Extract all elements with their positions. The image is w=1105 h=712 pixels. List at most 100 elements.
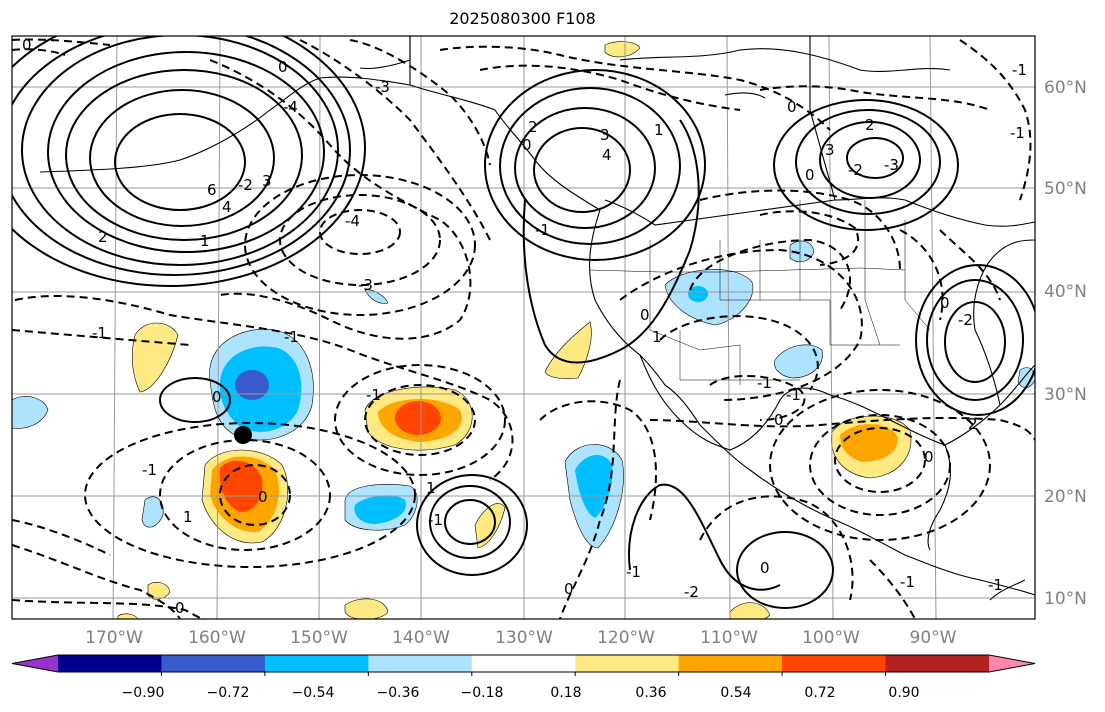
colorbar-cell [678,655,783,672]
contour-label: -1 [428,511,443,529]
contour-label: 1 [200,232,210,250]
lon-label: 100°W [802,628,860,648]
contour-label: 2 [865,116,875,134]
contour-ring [65,69,303,241]
colorbar-cell [264,655,369,672]
contour-line [699,495,854,601]
colorbar-tick-label: 0.72 [804,685,835,701]
shade-positive [117,613,139,619]
colorbar-cell [58,655,162,672]
contour-ring [47,51,325,253]
contour-ring [514,107,656,229]
contour-label: 0 [22,36,32,54]
contour-label: 0 [258,488,268,506]
shade-positive [131,322,179,393]
contour-ring [795,109,941,215]
lat-label: 40°N [1044,282,1087,302]
storm-center-marker [234,426,252,444]
contour-line [689,238,851,311]
contour-ring [499,87,681,245]
colorbar-tick-label: −0.54 [292,685,335,701]
colorbar-tick-label: 0.54 [720,685,751,701]
shade-negative [354,495,406,524]
contour-ring [444,499,496,545]
contour-line [649,416,1035,441]
shade-positive [219,460,263,512]
contour-ring [484,69,706,261]
contour-line [12,599,206,619]
contour-line [899,229,944,321]
contour-label: 2 [968,415,978,433]
contour-label: -1 [284,328,299,346]
contour-label: 0 [212,388,222,406]
shade-positive [544,321,592,380]
contour-label: -1 [366,386,381,404]
contour-label: 0 [175,599,185,617]
colorbar-tick-label: −0.90 [122,685,165,701]
contour-line [759,85,991,111]
contour-label: 1 [652,328,662,346]
contour-line [299,39,491,241]
lon-label: 90°W [910,628,957,648]
contour-line [479,64,741,111]
lat-labels: 60°N 50°N 40°N 30°N 20°N 10°N [1044,78,1087,609]
contour-label: -1 [900,573,915,591]
contour-ring [533,127,631,213]
lat-label: 50°N [1044,179,1087,199]
contour-label: 0 [774,411,784,429]
contour-label: 1 [654,121,664,139]
contour-label: 0 [940,294,950,312]
contour-line [699,189,901,271]
contour-label: -1 [626,563,641,581]
contour-label: -1 [786,386,801,404]
lon-label: 110°W [700,628,758,648]
colorbar-cell [885,655,990,672]
contour-line [522,119,700,364]
colorbar-extend-high [989,655,1035,672]
contour-label: 4 [602,146,612,164]
colorbar-tick-label: −0.36 [377,685,420,701]
contour-line [439,45,831,131]
contour-label: 6 [207,181,217,199]
lon-labels: 170°W 160°W 150°W 140°W 130°W 120°W 110°… [85,628,957,648]
contour-ring [834,427,926,493]
contour-ring [84,422,416,568]
lat-label: 60°N [1044,78,1087,98]
contour-label: 0 [564,580,574,598]
contour-ring [89,89,275,227]
colorbar-tick-labels: −0.90 −0.72 −0.54 −0.36 −0.18 0.18 0.36 … [122,685,920,701]
contour-line [959,39,1032,201]
shade-negative [364,289,389,304]
contour-line [209,59,472,340]
contour-ring [319,209,401,255]
contour-ring [21,36,339,266]
colorbar-cell [161,655,266,672]
colorbar-cell [368,655,473,672]
contour-ring [769,389,991,541]
shade-positive [474,503,506,549]
lon-label: 170°W [85,628,143,648]
contour-label: -1 [988,576,1003,594]
contour-ring [12,36,351,276]
shade-positive [395,401,441,435]
contour-ring [809,414,951,516]
contour-label: 2 [528,118,538,136]
contour-line [12,544,181,619]
contour-label: -3 [358,276,373,294]
contour-label: 4 [222,198,232,216]
shade-negative [235,370,269,400]
colorbar-cell [782,655,887,672]
lon-label: 120°W [597,628,655,648]
contour-label: -1 [142,461,157,479]
shade-negative [774,344,823,379]
contour-ring [416,474,528,576]
contour-labels: 0 -1 -3 -2 -4 2 4 6 3 1 0 -1 -3 -4 1 3 4… [22,36,1027,617]
shade-negative [664,269,754,326]
contour-label: 1 [426,479,436,497]
contour-label: 0 [278,58,288,76]
contour-line [539,400,657,521]
colorbar-cell [471,655,576,672]
contour-label: -1 [1012,61,1027,79]
contours-dashed [12,38,1035,619]
lon-label: 130°W [495,628,553,648]
